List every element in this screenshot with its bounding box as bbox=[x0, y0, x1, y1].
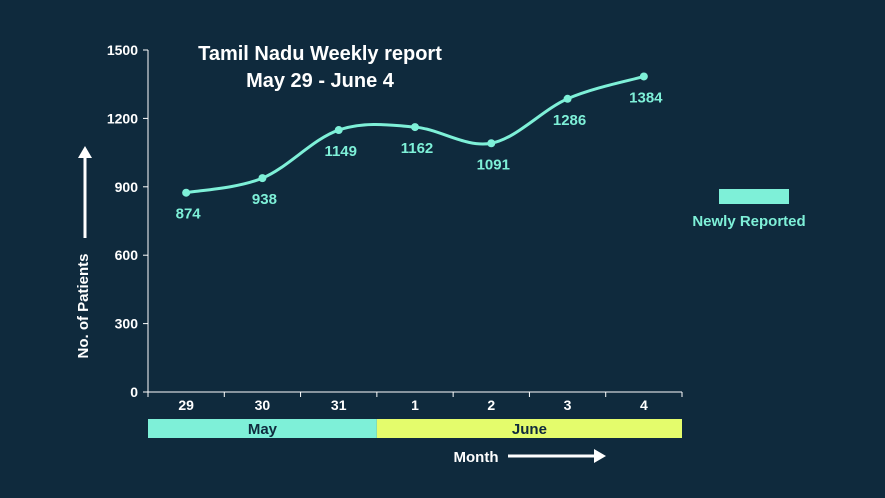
data-label: 1162 bbox=[401, 140, 434, 157]
y-axis-arrow-head bbox=[78, 146, 92, 158]
data-label: 1384 bbox=[629, 89, 663, 106]
x-tick-label: 3 bbox=[564, 397, 572, 413]
month-band-june bbox=[376, 419, 682, 438]
data-label: 1091 bbox=[477, 156, 510, 173]
data-label: 1286 bbox=[553, 112, 586, 129]
x-tick-label: 4 bbox=[640, 397, 648, 413]
y-tick-label: 1200 bbox=[107, 110, 138, 126]
month-band-may bbox=[148, 419, 377, 438]
legend-swatch bbox=[719, 189, 789, 204]
month-band-label: June bbox=[512, 421, 547, 438]
chart-title: Tamil Nadu Weekly report bbox=[198, 43, 442, 65]
chart-subtitle: May 29 - June 4 bbox=[246, 70, 395, 92]
month-band-label: May bbox=[248, 421, 278, 438]
data-label: 874 bbox=[176, 206, 202, 223]
data-point bbox=[563, 94, 572, 103]
x-tick-label: 29 bbox=[178, 397, 194, 413]
legend-label: Newly Reported bbox=[692, 213, 805, 230]
data-point bbox=[639, 72, 648, 81]
data-label: 938 bbox=[252, 191, 277, 208]
y-tick-label: 300 bbox=[115, 316, 139, 332]
y-tick-label: 900 bbox=[115, 179, 139, 195]
x-axis-title: Month bbox=[454, 449, 499, 466]
data-point bbox=[411, 123, 419, 132]
data-point bbox=[182, 188, 191, 197]
x-tick-label: 2 bbox=[487, 397, 495, 413]
x-tick-label: 1 bbox=[411, 397, 419, 413]
data-point bbox=[487, 139, 496, 148]
y-tick-label: 0 bbox=[130, 384, 138, 400]
y-tick-label: 1500 bbox=[107, 42, 138, 58]
x-tick-label: 30 bbox=[255, 397, 271, 413]
y-axis-title: No. of Patients bbox=[75, 253, 92, 358]
y-tick-label: 600 bbox=[115, 247, 139, 263]
data-point bbox=[334, 126, 343, 135]
data-label: 1149 bbox=[324, 143, 357, 160]
series-line-newly-reported bbox=[185, 75, 645, 195]
data-point bbox=[258, 174, 267, 183]
x-axis-arrow-head bbox=[594, 449, 606, 463]
x-tick-label: 31 bbox=[331, 397, 347, 413]
